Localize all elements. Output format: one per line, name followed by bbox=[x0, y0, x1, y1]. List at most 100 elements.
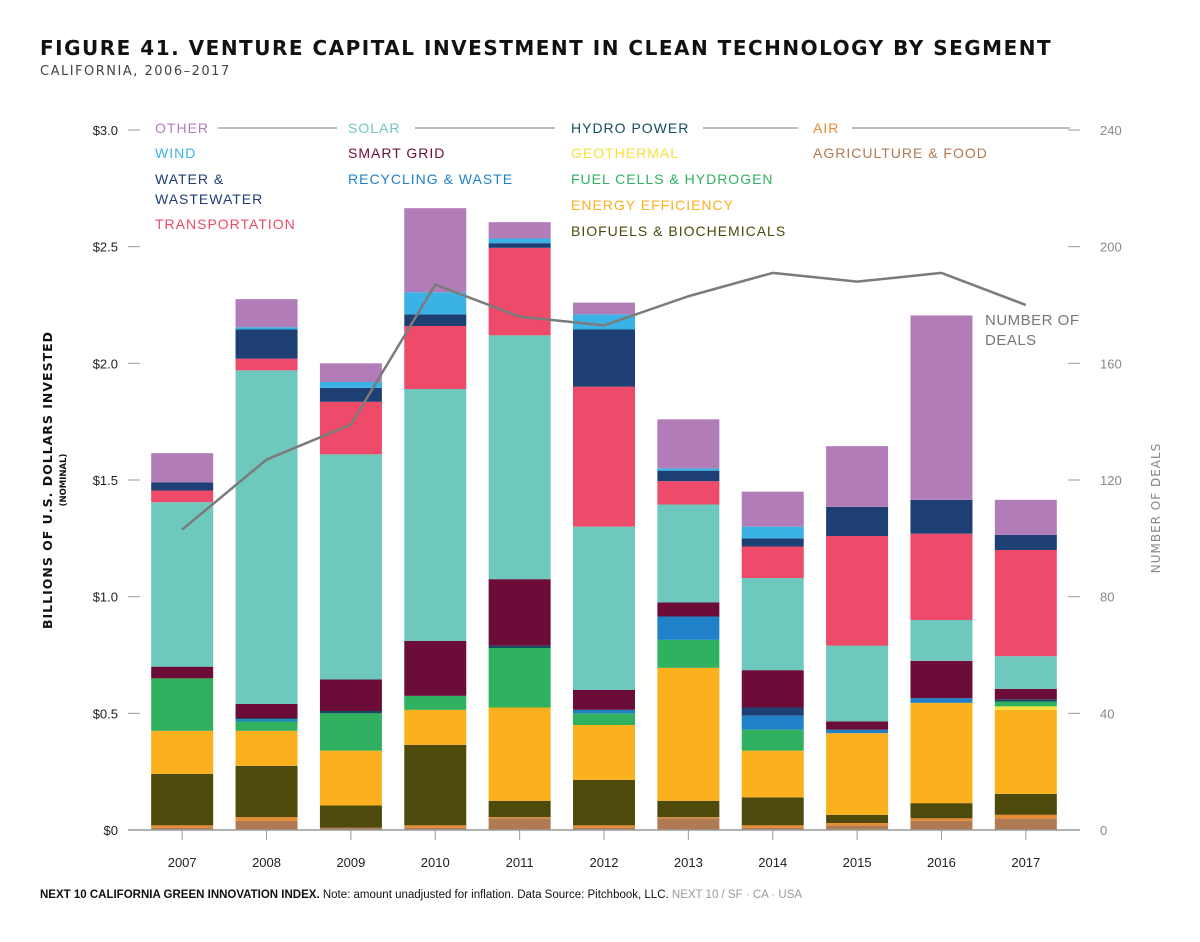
y-tick-label: $0 bbox=[104, 823, 118, 838]
bar-segment bbox=[319, 750, 382, 806]
x-tick-label: 2013 bbox=[674, 855, 703, 870]
bar-segment bbox=[488, 645, 551, 648]
bar-segment bbox=[235, 817, 298, 821]
bar-segment bbox=[573, 302, 635, 315]
legend-label: AIR bbox=[813, 120, 839, 136]
bar-segment bbox=[826, 825, 889, 830]
bar-segment bbox=[994, 534, 1057, 550]
bar-segment bbox=[573, 386, 635, 527]
bar-segment bbox=[910, 820, 973, 830]
legend-label: SMART GRID bbox=[348, 145, 445, 161]
bar-segment bbox=[235, 299, 298, 328]
y-tick-label: $2.0 bbox=[93, 356, 118, 371]
footer-source: NEXT 10 CALIFORNIA GREEN INNOVATION INDE… bbox=[40, 889, 802, 901]
y2-tick-label: 0 bbox=[1100, 823, 1107, 838]
bar-segment bbox=[573, 825, 635, 828]
y-axis-sublabel: (NOMINAL) bbox=[59, 453, 69, 506]
bar-segment bbox=[994, 709, 1057, 794]
bar-segment bbox=[151, 678, 214, 731]
bar-segment bbox=[319, 401, 382, 455]
bar-segment bbox=[319, 805, 382, 828]
y-tick-label: $3.0 bbox=[93, 123, 118, 138]
bar-segment bbox=[235, 730, 298, 766]
bar-segment bbox=[319, 363, 382, 382]
bar-segment bbox=[994, 814, 1057, 819]
bar-segment bbox=[488, 818, 551, 830]
bar-segment bbox=[741, 538, 804, 547]
bar-segment bbox=[657, 602, 720, 617]
bar-segment bbox=[657, 616, 720, 640]
bar-segment bbox=[573, 827, 635, 830]
legend-label: ENERGY EFFICIENCY bbox=[571, 197, 734, 213]
bar-segment bbox=[488, 648, 551, 708]
bar-segment bbox=[657, 800, 720, 818]
y-tick-label: $2.5 bbox=[93, 240, 118, 255]
bar-segment bbox=[488, 817, 551, 819]
bar-segment bbox=[404, 709, 467, 745]
bar-segment bbox=[741, 670, 804, 708]
bar-segment bbox=[657, 639, 720, 668]
bar-segment bbox=[573, 725, 635, 780]
bar-segment bbox=[910, 803, 973, 819]
x-tick-label: 2009 bbox=[336, 855, 365, 870]
legend-label: WASTEWATER bbox=[155, 191, 263, 207]
legend-label: RECYCLING & WASTE bbox=[348, 171, 513, 187]
bar-segment bbox=[826, 506, 889, 536]
bar-segment bbox=[573, 690, 635, 710]
bar-segment bbox=[994, 550, 1057, 657]
bar-segment bbox=[910, 499, 973, 534]
bar-segment bbox=[235, 327, 298, 330]
bar-segment bbox=[910, 620, 973, 661]
bar-segment bbox=[573, 314, 635, 330]
bar-segment bbox=[319, 382, 382, 388]
bar-segment bbox=[657, 470, 720, 482]
legend-label: BIOFUELS & BIOCHEMICALS bbox=[571, 223, 786, 239]
legend-label: AGRICULTURE & FOOD bbox=[813, 145, 988, 161]
bar-segment bbox=[826, 729, 889, 734]
bar-segment bbox=[235, 765, 298, 818]
bar-segment bbox=[910, 818, 973, 821]
bar-segment bbox=[657, 468, 720, 471]
bar-segment bbox=[404, 389, 467, 641]
x-tick-label: 2016 bbox=[927, 855, 956, 870]
bar-segment bbox=[404, 314, 467, 326]
bar-segment bbox=[910, 702, 973, 804]
legend-label: FUEL CELLS & HYDROGEN bbox=[571, 171, 774, 187]
bar-segment bbox=[151, 825, 214, 828]
bar-segment bbox=[573, 526, 635, 690]
bar-segment bbox=[488, 335, 551, 580]
bar-segment bbox=[573, 709, 635, 714]
bar-segment bbox=[151, 666, 214, 679]
bar-segment bbox=[404, 326, 467, 389]
bar-segment bbox=[741, 827, 804, 830]
bar-segment bbox=[994, 706, 1057, 710]
legend-label: TRANSPORTATION bbox=[155, 216, 296, 232]
chart-title: FIGURE 41. VENTURE CAPITAL INVESTMENT IN… bbox=[40, 36, 1053, 60]
bar-segment bbox=[151, 730, 214, 774]
bar-segment bbox=[741, 825, 804, 828]
bar-segment bbox=[235, 358, 298, 371]
bar-segment bbox=[235, 704, 298, 718]
bar-segment bbox=[488, 243, 551, 248]
bar-segment bbox=[235, 718, 298, 720]
bar-segment bbox=[826, 721, 889, 730]
bar-segment bbox=[319, 679, 382, 711]
bar-segment bbox=[994, 701, 1057, 707]
bar-segment bbox=[826, 645, 889, 722]
bar-segment bbox=[319, 711, 382, 714]
bar-segment bbox=[741, 797, 804, 826]
y-axis-label: BILLIONS OF U.S. DOLLARS INVESTED bbox=[40, 331, 55, 629]
y-tick-label: $1.5 bbox=[93, 473, 118, 488]
bar-segment bbox=[404, 825, 467, 828]
y2-tick-label: 200 bbox=[1100, 240, 1122, 255]
bar-segment bbox=[657, 481, 720, 505]
y2-tick-label: 40 bbox=[1100, 706, 1114, 721]
x-tick-label: 2011 bbox=[506, 855, 534, 870]
x-tick-label: 2010 bbox=[421, 855, 450, 870]
bar-segment bbox=[151, 774, 214, 826]
bar-segment bbox=[235, 370, 298, 704]
bar-segment bbox=[319, 827, 382, 830]
y2-tick-label: 240 bbox=[1100, 123, 1122, 138]
x-tick-label: 2012 bbox=[590, 855, 619, 870]
